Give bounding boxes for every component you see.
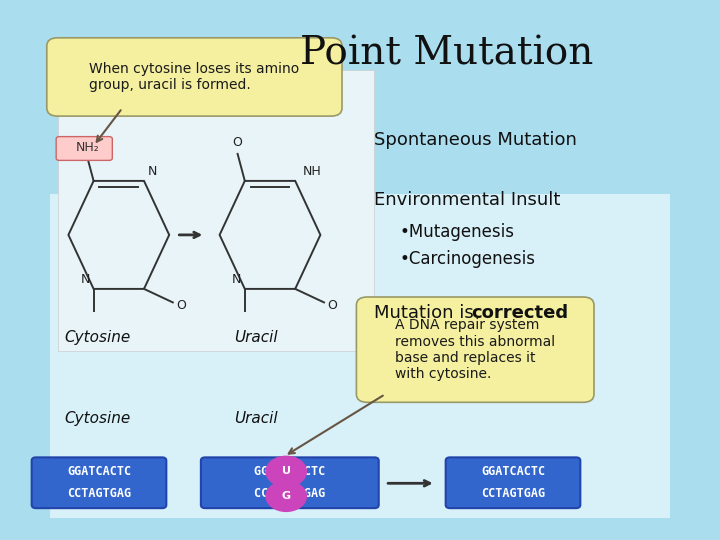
- Text: O: O: [328, 299, 338, 312]
- Text: NH: NH: [302, 165, 321, 178]
- Text: G: G: [282, 491, 291, 501]
- Text: N: N: [81, 273, 90, 286]
- Text: NH₂: NH₂: [76, 141, 99, 154]
- Text: GGATCACTC: GGATCACTC: [67, 465, 131, 478]
- Text: U: U: [282, 467, 291, 476]
- Text: Uracil: Uracil: [234, 411, 277, 426]
- Text: CCTA  TGAG: CCTA TGAG: [254, 487, 325, 501]
- FancyBboxPatch shape: [446, 457, 580, 508]
- FancyBboxPatch shape: [356, 297, 594, 402]
- FancyBboxPatch shape: [32, 457, 166, 508]
- Text: Uracil: Uracil: [234, 330, 277, 345]
- Circle shape: [266, 481, 307, 511]
- Text: Cytosine: Cytosine: [64, 330, 130, 345]
- Text: N: N: [232, 273, 241, 286]
- Text: •Carcinogenesis: •Carcinogenesis: [400, 250, 536, 268]
- Text: Spontaneous Mutation: Spontaneous Mutation: [374, 131, 577, 150]
- Text: Environmental Insult: Environmental Insult: [374, 191, 561, 209]
- FancyBboxPatch shape: [56, 137, 112, 160]
- Text: corrected: corrected: [472, 304, 569, 322]
- FancyBboxPatch shape: [47, 38, 342, 116]
- FancyBboxPatch shape: [58, 70, 374, 351]
- Text: N: N: [148, 165, 157, 178]
- Text: Cytosine: Cytosine: [64, 411, 130, 426]
- Text: •Mutagenesis: •Mutagenesis: [400, 223, 515, 241]
- Text: GGAT  ACTC: GGAT ACTC: [254, 465, 325, 478]
- FancyBboxPatch shape: [50, 194, 670, 518]
- Text: CCTAGTGAG: CCTAGTGAG: [67, 487, 131, 501]
- Text: GGATCACTC: GGATCACTC: [481, 465, 545, 478]
- Text: Mutation is: Mutation is: [374, 304, 480, 322]
- Circle shape: [266, 456, 307, 487]
- Text: Point Mutation: Point Mutation: [300, 36, 593, 72]
- Text: O: O: [176, 299, 186, 312]
- Text: A DNA repair system
removes this abnormal
base and replaces it
with cytosine.: A DNA repair system removes this abnorma…: [395, 319, 555, 381]
- Text: CCTAGTGAG: CCTAGTGAG: [481, 487, 545, 501]
- Text: O: O: [233, 136, 243, 148]
- Text: When cytosine loses its amino
group, uracil is formed.: When cytosine loses its amino group, ura…: [89, 62, 300, 92]
- FancyBboxPatch shape: [201, 457, 379, 508]
